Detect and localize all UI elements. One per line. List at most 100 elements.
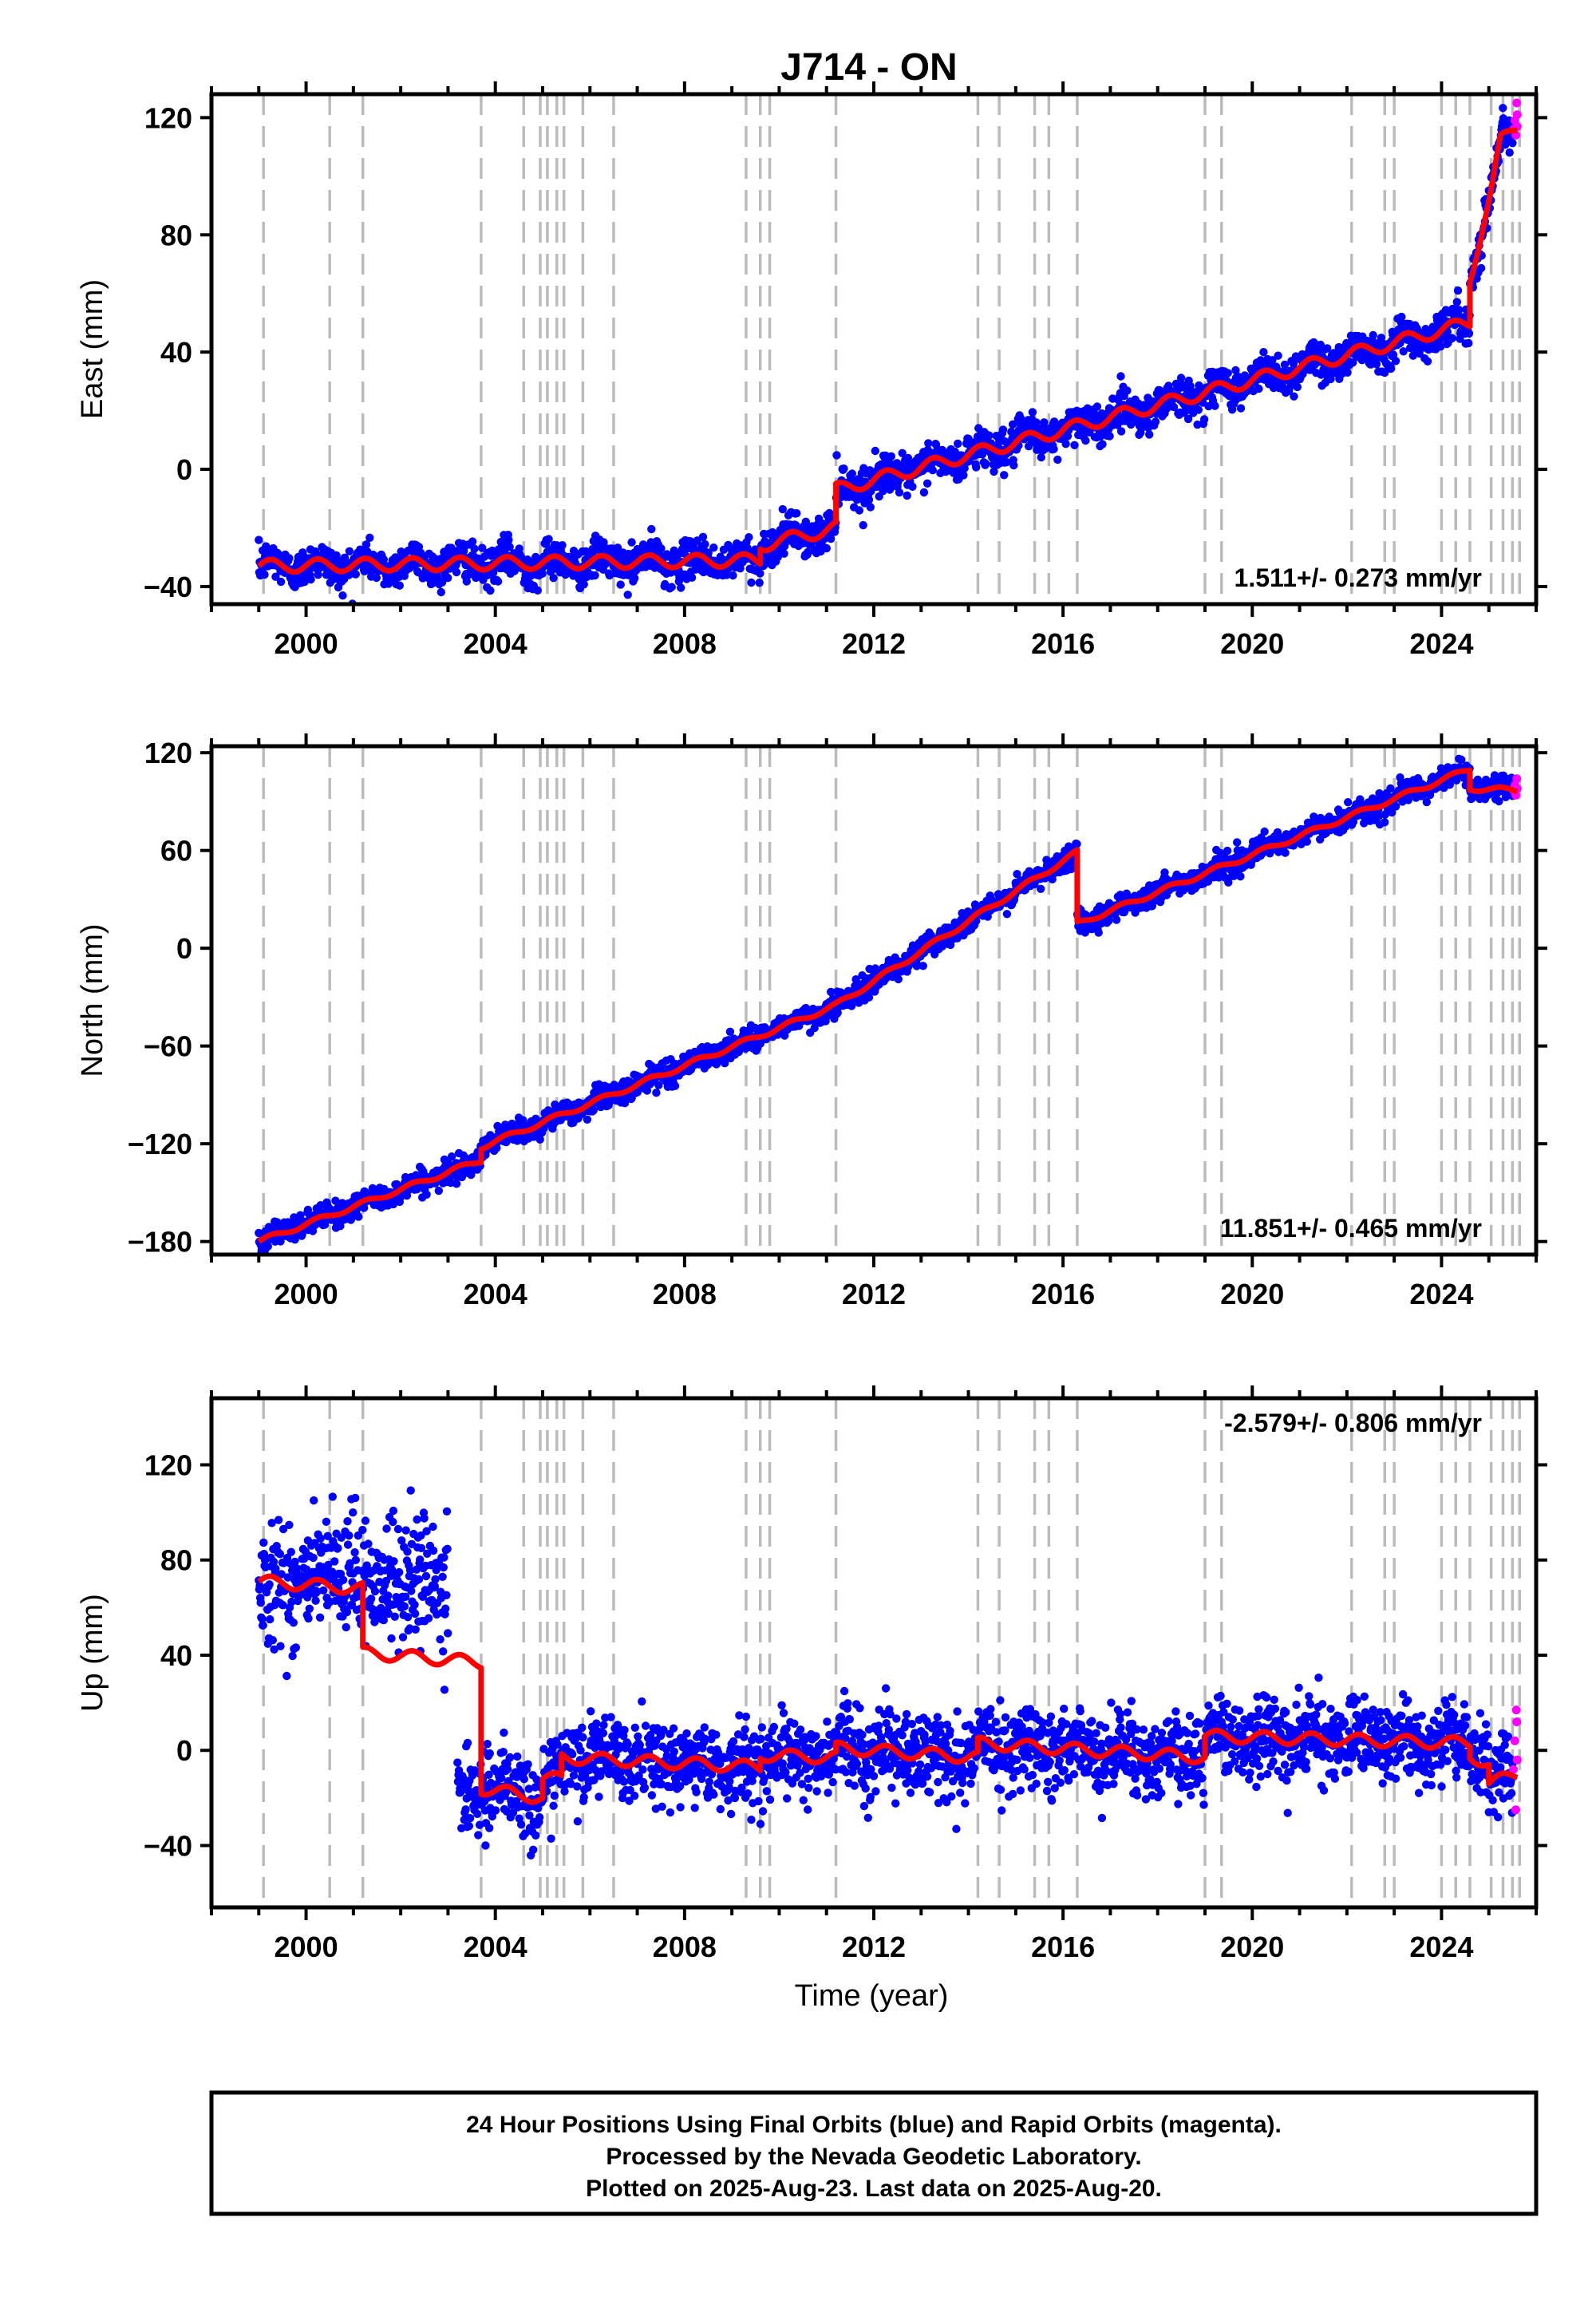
- final-orbit-point: [654, 1081, 663, 1089]
- final-orbit-point: [260, 570, 269, 579]
- final-orbit-point: [839, 464, 848, 473]
- final-orbit-point: [918, 962, 927, 970]
- final-orbit-point: [1081, 436, 1090, 445]
- final-orbit-point: [667, 583, 676, 591]
- final-orbit-point: [1281, 848, 1290, 857]
- final-orbit-point: [1302, 837, 1312, 846]
- final-orbit-point: [452, 1180, 461, 1188]
- final-orbit-point: [928, 466, 938, 475]
- final-orbit-point: [372, 573, 381, 583]
- east-clipped-content: [255, 94, 1522, 604]
- final-orbit-point: [1280, 360, 1290, 370]
- final-orbit-point: [1116, 372, 1125, 381]
- final-orbit-point: [1186, 381, 1195, 390]
- final-orbit-point: [1343, 368, 1352, 377]
- final-orbit-point: [1002, 910, 1012, 919]
- final-orbit-point: [1448, 334, 1457, 342]
- final-orbit-point: [365, 533, 374, 542]
- final-orbit-point: [1231, 366, 1240, 375]
- final-orbit-point: [729, 571, 737, 580]
- final-orbit-point: [859, 520, 867, 530]
- final-orbit-point: [549, 574, 558, 583]
- final-orbit-point: [1032, 418, 1041, 427]
- final-orbit-point: [1372, 360, 1381, 369]
- final-orbit-point: [1098, 440, 1107, 449]
- final-orbit-point: [1037, 884, 1045, 894]
- chart-title: J714 - ON: [780, 46, 957, 89]
- x-tick-label: 2000: [275, 627, 338, 660]
- final-orbit-point: [306, 575, 315, 584]
- x-tick-label: 2004: [464, 627, 527, 660]
- final-orbit-point: [1145, 430, 1154, 439]
- final-orbit-point: [1508, 139, 1517, 148]
- final-orbit-point: [616, 580, 625, 589]
- x-tick-label: 2012: [842, 627, 906, 660]
- final-orbit-point: [698, 532, 708, 541]
- final-orbit-point: [1464, 338, 1473, 348]
- final-orbit-point: [1386, 364, 1396, 373]
- final-orbit-point: [701, 539, 709, 549]
- y-tick-label: 40: [160, 336, 192, 369]
- final-orbit-point: [1000, 471, 1009, 480]
- final-orbit-point: [1028, 408, 1037, 417]
- north-plot-area: [255, 746, 1522, 1255]
- final-orbit-point: [677, 583, 685, 592]
- final-orbit-point: [778, 504, 787, 514]
- final-orbit-point: [486, 586, 495, 595]
- x-tick-label: 2024: [1409, 627, 1473, 660]
- final-orbit-point: [864, 496, 874, 504]
- final-orbit-point: [354, 1212, 363, 1221]
- final-orbit-point: [296, 1211, 305, 1219]
- final-orbit-point: [709, 543, 718, 552]
- final-orbit-point: [670, 1081, 680, 1090]
- final-orbit-point: [908, 482, 917, 491]
- final-orbit-point: [538, 569, 547, 578]
- final-orbit-point: [285, 554, 294, 563]
- x-tick-label: 2020: [1220, 627, 1284, 660]
- final-orbit-point: [351, 570, 360, 579]
- east-event-lines: [262, 94, 1521, 604]
- final-orbit-point: [447, 1152, 456, 1161]
- final-orbit-point: [1290, 392, 1298, 401]
- final-orbit-point: [316, 1201, 325, 1210]
- final-orbit-point: [1223, 369, 1232, 377]
- final-orbit-point: [832, 451, 841, 460]
- final-orbit-point: [558, 541, 567, 550]
- final-orbit-point: [1053, 455, 1062, 464]
- final-orbit-point: [1009, 460, 1018, 470]
- final-orbit-point: [263, 1242, 272, 1251]
- final-orbit-point: [1436, 342, 1445, 351]
- final-orbit-point: [627, 538, 636, 547]
- final-orbit-point: [583, 1115, 592, 1124]
- final-orbit-point: [722, 571, 731, 579]
- rapid-orbit-point: [1512, 98, 1522, 108]
- final-orbit-point: [822, 543, 832, 553]
- north-event-lines: [262, 746, 1521, 1255]
- final-orbit-point: [982, 459, 990, 468]
- final-orbit-point: [1116, 427, 1126, 436]
- final-orbit-point: [1236, 872, 1245, 881]
- final-orbit-point: [544, 535, 553, 543]
- y-tick-label: 0: [176, 453, 192, 486]
- final-orbit-point: [827, 534, 836, 543]
- final-orbit-point: [1452, 298, 1462, 306]
- final-orbit-point: [591, 571, 599, 580]
- final-orbit-point: [1007, 427, 1016, 437]
- final-orbit-point: [1326, 374, 1335, 384]
- y-tick-label: 80: [160, 219, 192, 251]
- final-orbit-point: [338, 591, 347, 600]
- final-orbit-point: [959, 471, 968, 480]
- final-orbit-point: [505, 543, 514, 551]
- final-orbit-point: [1040, 418, 1049, 427]
- final-orbit-point: [736, 564, 745, 573]
- final-orbit-point: [866, 503, 875, 512]
- final-orbit-point: [579, 580, 588, 589]
- final-orbit-point: [847, 469, 857, 478]
- final-orbit-point: [1293, 382, 1302, 392]
- final-orbit-point: [361, 540, 371, 549]
- final-orbit-point: [1476, 263, 1486, 273]
- final-orbit-point: [303, 1205, 313, 1215]
- final-orbit-point: [1453, 286, 1463, 295]
